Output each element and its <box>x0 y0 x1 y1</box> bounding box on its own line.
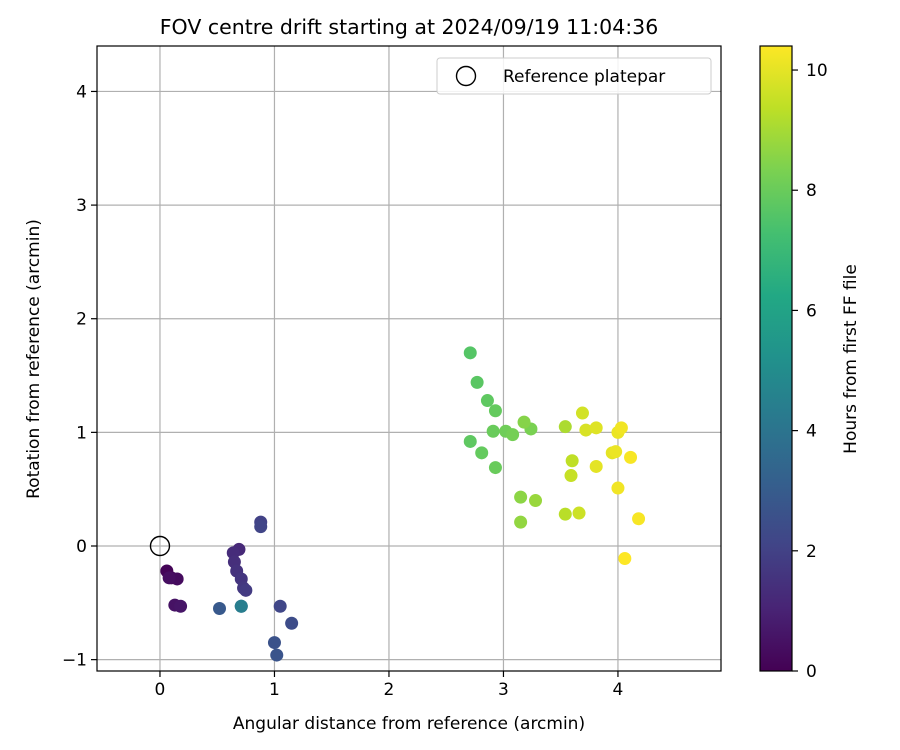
data-point <box>463 434 477 448</box>
data-point <box>514 515 528 529</box>
data-point <box>611 481 625 495</box>
legend-box <box>436 57 712 95</box>
data-point <box>270 648 284 662</box>
data-point <box>480 394 494 408</box>
data-point <box>273 599 287 613</box>
data-point <box>589 421 603 435</box>
x-tick-label: 0 <box>155 680 166 700</box>
data-point <box>614 421 628 435</box>
data-point <box>609 445 623 459</box>
reference-platepar-marker <box>149 535 171 557</box>
legend-label-reference-platepar: Reference platepar <box>503 67 665 87</box>
data-point <box>174 599 188 613</box>
colorbar-tick-label: 4 <box>806 422 817 442</box>
data-point <box>565 454 579 468</box>
plot-frame <box>96 45 722 672</box>
data-point <box>506 428 520 442</box>
colorbar-tick-label: 2 <box>806 542 817 562</box>
data-point <box>239 583 253 597</box>
data-point <box>558 507 572 521</box>
data-point <box>488 461 502 475</box>
x-tick-label: 3 <box>498 680 509 700</box>
y-axis-label: Rotation from reference (arcmin) <box>24 219 44 499</box>
colorbar-label: Hours from first FF file <box>841 264 861 454</box>
data-point <box>632 512 646 526</box>
data-point <box>579 423 593 437</box>
data-point <box>488 404 502 418</box>
data-point <box>234 599 248 613</box>
data-point <box>486 424 500 438</box>
data-point <box>624 450 638 464</box>
data-point <box>254 520 268 534</box>
y-tick-label: 3 <box>76 196 87 216</box>
y-tick-label: −1 <box>62 651 87 671</box>
x-tick-label: 2 <box>384 680 395 700</box>
data-point <box>213 602 227 615</box>
data-point <box>285 616 299 630</box>
data-point <box>470 375 484 389</box>
scatter-points <box>160 346 646 662</box>
colorbar-tick-label: 6 <box>806 301 817 321</box>
colorbar-ticks: 0 2 4 6 8 10 <box>792 61 828 682</box>
y-tick-label: 2 <box>76 310 87 330</box>
y-tick-label: 4 <box>76 82 87 102</box>
x-tick-label: 1 <box>269 680 280 700</box>
colorbar-tick-label: 0 <box>806 662 817 682</box>
x-axis-label: Angular distance from reference (arcmin) <box>233 714 585 734</box>
reference-layer <box>149 535 171 557</box>
grid-lines <box>97 46 721 671</box>
legend[interactable]: Reference platepar <box>436 57 712 95</box>
data-point <box>162 571 176 585</box>
data-point <box>517 415 531 429</box>
data-point <box>475 446 489 460</box>
colorbar: 0 2 4 6 8 10 Hours from first FF file <box>759 45 861 682</box>
data-point <box>572 506 586 520</box>
x-tick-label: 4 <box>613 680 624 700</box>
y-tick-label: 1 <box>76 423 87 443</box>
axis-ticks: 0 1 2 3 4 −1 0 1 2 3 4 <box>62 82 623 700</box>
chart-title: FOV centre drift starting at 2024/09/19 … <box>160 15 659 39</box>
data-point <box>564 469 578 483</box>
data-point <box>463 346 477 360</box>
data-point <box>618 552 632 565</box>
data-point <box>558 420 572 434</box>
data-point <box>529 494 543 508</box>
data-point <box>575 406 589 420</box>
y-tick-label: 0 <box>76 537 87 557</box>
colorbar-tick-label: 10 <box>806 61 828 81</box>
data-point <box>267 636 281 650</box>
data-point <box>589 459 603 473</box>
data-point <box>514 490 528 504</box>
legend-reference-marker <box>455 65 477 87</box>
colorbar-gradient <box>759 45 793 672</box>
colorbar-tick-label: 8 <box>806 181 817 201</box>
